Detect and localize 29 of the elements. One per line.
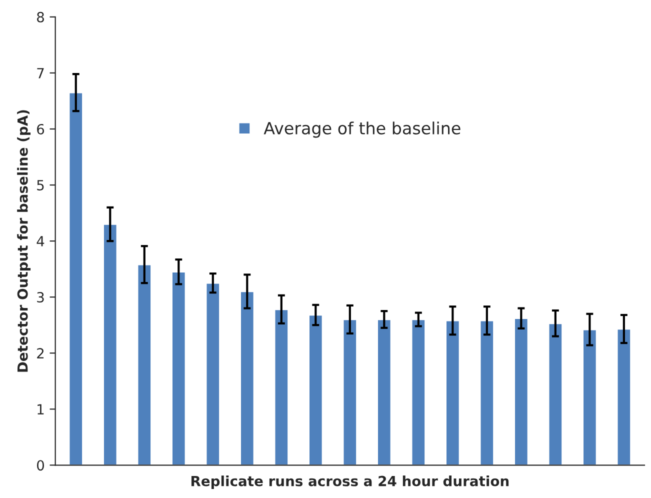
bar — [445, 320, 460, 466]
y-tick-label: 2 — [37, 348, 44, 358]
bar — [514, 318, 529, 466]
y-axis-title: Detector Output for baseline (pA) — [17, 110, 31, 372]
bar — [376, 318, 392, 466]
bar — [548, 322, 563, 466]
bar — [102, 224, 118, 466]
y-tick-label: 1 — [38, 404, 44, 414]
y-tick-label: 3 — [37, 292, 44, 303]
bar — [205, 282, 220, 466]
bar — [410, 318, 426, 466]
y-tick-label: 6 — [37, 124, 44, 134]
y-tick-label: 5 — [37, 180, 44, 190]
bar — [240, 290, 255, 466]
bar — [308, 314, 324, 466]
x-axis-title: Replicate runs across a 24 hour duration — [191, 476, 509, 489]
bar — [171, 271, 186, 466]
bar — [68, 92, 84, 466]
bar — [479, 320, 494, 466]
y-tick-label: 8 — [37, 12, 44, 22]
bar — [342, 318, 358, 466]
bar — [582, 328, 598, 466]
y-tick-label: 4 — [36, 236, 44, 246]
legend-label: Average of the baseline — [264, 122, 460, 138]
bar — [136, 264, 152, 466]
bar — [274, 308, 289, 466]
y-tick-label: 0 — [36, 460, 44, 471]
y-tick-label: 7 — [37, 68, 44, 78]
bar — [616, 328, 632, 466]
